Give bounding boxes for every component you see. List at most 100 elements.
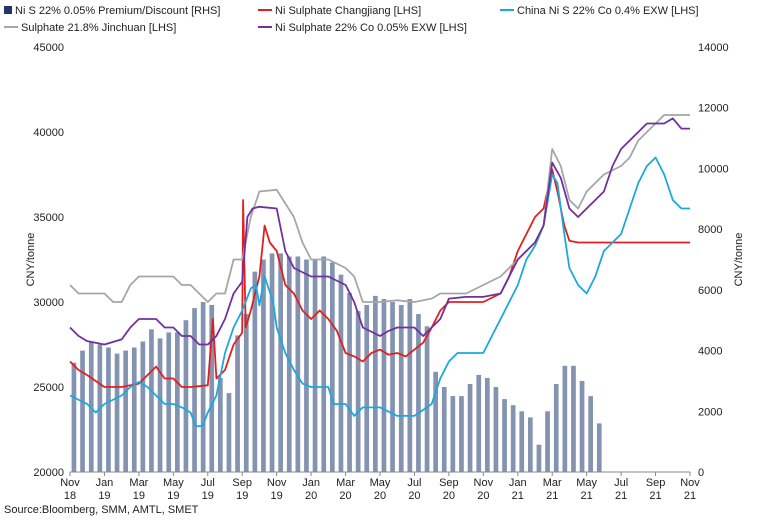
x-tick-label: Nov — [60, 477, 80, 489]
bar — [373, 295, 378, 472]
bar — [71, 362, 77, 472]
premium-discount-bars — [71, 253, 602, 473]
x-tick-label: 20 — [408, 490, 420, 502]
x-tick-label: 21 — [512, 490, 524, 502]
x-tick-label: 19 — [133, 490, 145, 502]
x-tick-label: Mar — [336, 477, 355, 489]
bar — [80, 350, 85, 472]
x-tick-label: Jul — [407, 477, 421, 489]
bar — [450, 396, 456, 472]
x-tick-label: 18 — [64, 490, 76, 502]
x-tick-label: 21 — [684, 490, 696, 502]
bar — [123, 350, 128, 472]
source-note: Source:Bloomberg, SMM, AMTL, SMET — [4, 504, 199, 516]
bar — [596, 423, 602, 472]
legend-label: Sulphate 21.8% Jinchuan [LHS] — [21, 22, 176, 34]
legend-label: Ni Sulphate 22% Co 0.05% EXW [LHS] — [275, 22, 467, 34]
y-right-tick: 10000 — [698, 163, 729, 175]
bar — [485, 377, 490, 472]
legend: Ni S 22% 0.05% Premium/Discount [RHS] Ni … — [4, 5, 699, 34]
x-tick-label: May — [370, 477, 391, 489]
series-line — [69, 156, 690, 427]
x-tick-label: 19 — [98, 490, 110, 502]
bar — [243, 314, 249, 472]
y-right-title: CNY/tonne — [733, 233, 745, 287]
x-tick-label: Jul — [201, 477, 215, 489]
bar — [226, 393, 232, 472]
bar — [588, 396, 593, 472]
bar — [381, 299, 387, 472]
y-right-tick: 2000 — [698, 406, 722, 418]
bar — [312, 259, 318, 472]
x-tick-label: 20 — [443, 490, 455, 502]
bar — [416, 314, 421, 472]
bar — [355, 311, 361, 472]
y-left-tick: 45000 — [33, 42, 64, 54]
y-right-tick: 14000 — [698, 42, 729, 54]
bar — [459, 396, 464, 472]
bar — [200, 302, 206, 472]
bar — [364, 305, 370, 472]
x-tick-label: 20 — [339, 490, 351, 502]
bar — [252, 271, 258, 472]
bar — [131, 347, 137, 472]
legend-label: Ni Sulphate Changjiang [LHS] — [275, 5, 421, 17]
bar — [553, 384, 559, 472]
bar — [321, 256, 327, 472]
bar — [338, 274, 344, 472]
bar — [493, 387, 499, 472]
x-tick-label: 21 — [615, 490, 627, 502]
bar — [235, 335, 240, 472]
x-tick-label: Jul — [614, 477, 628, 489]
bar — [106, 347, 111, 472]
legend-label: China Ni S 22% Co 0.4% EXW [LHS] — [517, 5, 699, 17]
bar — [424, 326, 430, 472]
x-tick-label: May — [163, 477, 184, 489]
x-tick-label: 19 — [271, 490, 283, 502]
bar — [166, 332, 172, 472]
x-tick-label: 19 — [236, 490, 248, 502]
bar — [330, 262, 335, 472]
axes: 20000 25000 30000 35000 40000 45000 0 2000 4000 6… — [25, 42, 745, 502]
bar — [114, 353, 120, 472]
bar — [467, 384, 473, 472]
bar — [269, 253, 275, 472]
x-tick-label: Nov — [474, 477, 494, 489]
series-line — [69, 168, 690, 388]
y-left-title: CNY/tonne — [25, 233, 37, 287]
bar — [441, 387, 447, 472]
bar — [545, 411, 550, 472]
bar — [175, 332, 180, 472]
bar — [398, 305, 404, 472]
bar — [192, 308, 197, 472]
x-tick-label: Sep — [646, 477, 666, 489]
bar — [183, 320, 189, 472]
series-line — [69, 114, 690, 303]
x-tick-label: 21 — [581, 490, 593, 502]
x-tick-label: 19 — [202, 490, 214, 502]
x-tick-label: Sep — [232, 477, 252, 489]
bar — [278, 253, 283, 472]
legend-label: Ni S 22% 0.05% Premium/Discount [RHS] — [15, 5, 220, 17]
x-tick-label: Nov — [267, 477, 287, 489]
price-lines — [69, 114, 690, 427]
bar — [149, 329, 154, 472]
x-tick-label: 21 — [546, 490, 558, 502]
bar — [347, 292, 352, 472]
x-tick-label: 20 — [374, 490, 386, 502]
bar — [407, 299, 413, 472]
y-right-tick: 6000 — [698, 285, 722, 297]
x-tick-label: 21 — [649, 490, 661, 502]
x-tick-label: 19 — [167, 490, 179, 502]
legend-swatch — [4, 6, 12, 14]
bar — [476, 374, 482, 472]
x-tick-label: Nov — [680, 477, 700, 489]
x-tick-label: 20 — [305, 490, 317, 502]
bar — [519, 411, 525, 472]
y-left-tick: 20000 — [33, 467, 64, 479]
bar — [571, 365, 576, 473]
y-left-tick: 40000 — [33, 127, 64, 139]
bar — [433, 371, 438, 472]
bar — [157, 338, 163, 472]
y-right-tick: 4000 — [698, 346, 722, 358]
